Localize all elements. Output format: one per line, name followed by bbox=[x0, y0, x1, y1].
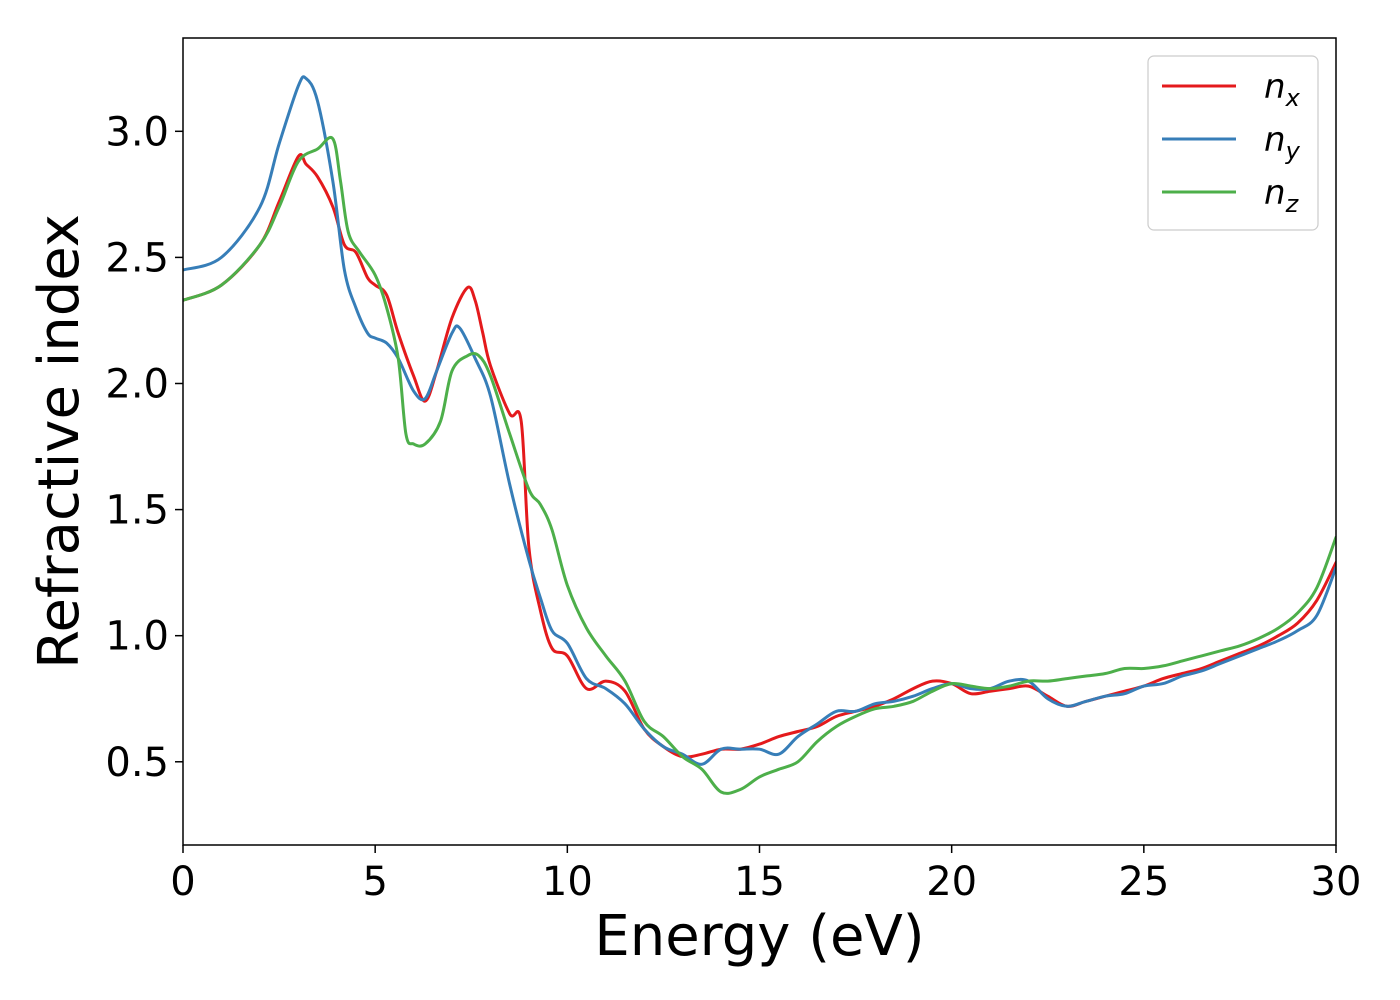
series-line-y bbox=[183, 75, 1336, 766]
x-axis-ticks: 0 5 10 15 20 25 30 bbox=[170, 845, 1361, 905]
y-tick-label: 2.5 bbox=[105, 235, 169, 281]
x-tick-label: 10 bbox=[542, 859, 593, 905]
x-tick-label: 30 bbox=[1311, 859, 1362, 905]
legend-box bbox=[1147, 55, 1319, 231]
y-tick-label: 1.0 bbox=[105, 614, 169, 660]
x-tick-label: 20 bbox=[926, 859, 977, 905]
y-axis-label: Refractive index bbox=[27, 214, 92, 669]
y-tick-label: 2.0 bbox=[105, 361, 169, 407]
x-tick-label: 5 bbox=[362, 859, 387, 905]
x-tick-label: 25 bbox=[1118, 859, 1169, 905]
y-tick-label: 1.5 bbox=[105, 488, 169, 534]
y-axis-ticks: 0.5 1.0 1.5 2.0 2.5 3.0 bbox=[105, 109, 183, 786]
x-tick-label: 15 bbox=[734, 859, 785, 905]
legend-label-y: ny bbox=[1264, 120, 1301, 165]
legend-label-z: nz bbox=[1264, 173, 1300, 218]
legend: nx ny nz bbox=[1147, 55, 1319, 231]
x-axis-label: Energy (eV) bbox=[594, 904, 924, 969]
y-tick-label: 3.0 bbox=[105, 109, 169, 155]
series-layer bbox=[183, 75, 1336, 795]
legend-label-x: nx bbox=[1264, 67, 1301, 112]
y-tick-label: 0.5 bbox=[105, 740, 169, 786]
x-tick-label: 0 bbox=[170, 859, 195, 905]
series-line-z bbox=[183, 136, 1336, 795]
